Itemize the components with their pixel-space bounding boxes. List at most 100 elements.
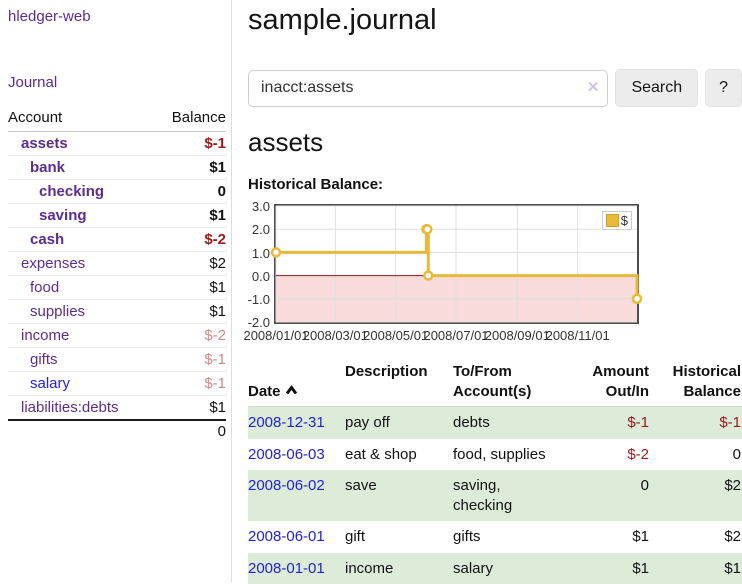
app-brand-link[interactable]: hledger-web — [8, 8, 91, 25]
account-link-saving[interactable]: saving — [39, 207, 87, 224]
account-link-checking[interactable]: checking — [39, 183, 105, 200]
register-col-date[interactable]: Date — [248, 360, 345, 408]
data-point-marker — [631, 293, 643, 305]
account-heading: assets — [248, 127, 324, 158]
account-balance: 0 — [154, 179, 226, 204]
account-link-salary[interactable]: salary — [30, 375, 71, 392]
account-balance: $-1 — [154, 371, 226, 396]
account-row: gifts $-1 — [8, 347, 226, 372]
y-axis-tick-label: 2.0 — [251, 222, 270, 238]
account-balance: $-1 — [154, 131, 226, 156]
transaction-balance: $2 — [650, 470, 742, 522]
transaction-balance: $-1 — [650, 406, 742, 439]
account-row: supplies $1 — [8, 299, 226, 324]
y-axis-tick-label: 3.0 — [251, 199, 270, 215]
register-col-amount: Amount Out/In — [563, 360, 650, 408]
accounts-total-row: 0 — [8, 419, 226, 443]
account-row: salary $-1 — [8, 371, 226, 396]
account-row: checking 0 — [8, 179, 226, 204]
account-balance: $1 — [154, 395, 226, 421]
search-button[interactable]: Search — [615, 69, 699, 108]
transaction-description: income — [345, 552, 453, 584]
account-row: food $1 — [8, 275, 226, 300]
account-balance: $-2 — [154, 227, 226, 252]
transaction-amount: $1 — [632, 528, 649, 546]
sidebar: hledger-web Journal Account Balance asse… — [0, 0, 232, 582]
x-axis-tick-label: 2008/01/01 — [243, 328, 309, 344]
register-col-description: Description — [345, 360, 453, 408]
accounts-table: Account Balance assets $-1 bank $1 check… — [8, 107, 226, 443]
chart-canvas — [270, 205, 643, 323]
account-link-liabilities-debts[interactable]: liabilities:debts — [21, 399, 119, 416]
register-row: 2008-06-03 eat & shop food, supplies $-2… — [248, 439, 742, 471]
register-row: 2008-01-01 income salary $1 $1 — [248, 552, 742, 584]
transaction-balance: $1 — [650, 552, 742, 584]
transaction-description: eat & shop — [345, 445, 417, 463]
page-title: sample.journal — [248, 4, 437, 36]
search-help-button[interactable]: ? — [705, 69, 742, 108]
transaction-date-link[interactable]: 2008-06-01 — [248, 528, 325, 546]
main-content: sample.journal ✕ Search ? assets Histori… — [233, 0, 742, 584]
transaction-accounts: saving, checking — [453, 470, 563, 522]
transaction-amount: $-2 — [627, 445, 649, 463]
transaction-date-link[interactable]: 2008-12-31 — [248, 414, 325, 432]
account-balance: $1 — [154, 203, 226, 228]
chart-legend: $ — [601, 211, 632, 231]
account-row: income $-2 — [8, 323, 226, 348]
register-row: 2008-12-31 pay off debts $-1 $-1 — [248, 406, 742, 439]
account-balance: $-2 — [154, 323, 226, 348]
account-link-gifts[interactable]: gifts — [30, 351, 58, 368]
legend-label: $ — [620, 213, 628, 229]
chart-title: Historical Balance: — [248, 176, 384, 194]
account-balance: $2 — [154, 251, 226, 276]
accounts-col-balance: Balance — [154, 107, 226, 132]
account-link-bank[interactable]: bank — [30, 159, 66, 176]
account-link-supplies[interactable]: supplies — [30, 303, 86, 320]
account-balance: $1 — [154, 275, 226, 300]
data-point-marker — [270, 247, 282, 258]
transaction-amount: $1 — [563, 552, 650, 584]
x-axis-tick-label: 2008/11/01 — [545, 328, 610, 344]
x-axis-tick-label: 2008/03/01 — [302, 328, 368, 344]
y-axis-tick-label: -1.0 — [247, 292, 270, 308]
transaction-date-link[interactable]: 2008-06-02 — [248, 477, 325, 495]
y-axis-tick-label: -2.0 — [247, 315, 270, 331]
chart-plot-area: $ — [270, 204, 643, 325]
transaction-date-link[interactable]: 2008-06-03 — [248, 445, 325, 463]
account-link-cash[interactable]: cash — [30, 231, 65, 248]
account-balance: $-1 — [154, 347, 226, 372]
transaction-accounts: gifts — [453, 528, 481, 546]
sidebar-item-journal[interactable]: Journal — [8, 74, 58, 91]
transaction-amount: $-1 — [563, 406, 650, 439]
account-link-assets[interactable]: assets — [21, 135, 68, 152]
register-row: 2008-06-01 gift gifts $1 $2 — [248, 521, 742, 553]
search-form: ✕ Search ? — [248, 69, 742, 108]
account-balance: $1 — [154, 299, 226, 324]
data-point-marker — [423, 270, 434, 282]
transaction-accounts: food, supplies — [453, 445, 546, 463]
register-col-account: To/From Account(s) — [453, 360, 563, 408]
x-axis-tick-label: 2008/07/01 — [423, 328, 489, 344]
account-link-food[interactable]: food — [30, 279, 60, 296]
account-link-income[interactable]: income — [21, 327, 70, 344]
sidebar-total-balance: 0 — [154, 419, 226, 443]
transaction-description: pay off — [345, 406, 453, 439]
x-axis-tick-label: 2008/09/01 — [484, 328, 550, 344]
account-row: cash $-2 — [8, 227, 226, 252]
transaction-balance: $2 — [724, 528, 741, 546]
register-row: 2008-06-02 save saving, checking 0 $2 — [248, 470, 742, 522]
legend-swatch — [605, 214, 619, 228]
historical-balance-chart: $ 3.0 2.0 1.0 0.0 -1.0 -2.0 2008/01/01 2008/03/… — [243, 199, 648, 346]
register-header-row: Date Description To/From Account(s) Amou… — [248, 360, 742, 408]
data-point-marker — [422, 224, 433, 235]
transaction-accounts: salary — [453, 552, 563, 584]
transaction-balance: 0 — [732, 445, 741, 463]
y-axis-tick-label: 0.0 — [251, 268, 270, 284]
search-input[interactable] — [248, 69, 609, 107]
account-row: saving $1 — [8, 203, 226, 228]
clear-search-icon[interactable]: ✕ — [586, 78, 600, 96]
accounts-col-account: Account — [8, 107, 155, 132]
x-axis-tick-label: 2008/05/01 — [363, 328, 429, 344]
account-link-expenses[interactable]: expenses — [21, 255, 86, 272]
transaction-date-link[interactable]: 2008-01-01 — [248, 559, 325, 577]
